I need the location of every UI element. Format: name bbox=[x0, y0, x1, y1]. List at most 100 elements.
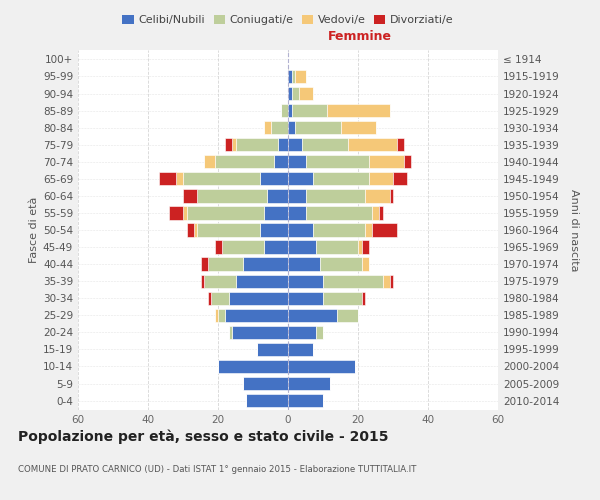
Bar bbox=[288, 360, 355, 373]
Bar bbox=[379, 206, 383, 220]
Bar bbox=[361, 240, 368, 254]
Bar bbox=[372, 206, 379, 220]
Bar bbox=[288, 258, 320, 271]
Bar bbox=[218, 308, 225, 322]
Bar bbox=[288, 87, 292, 100]
Bar bbox=[288, 138, 302, 151]
Bar bbox=[288, 104, 292, 117]
Bar bbox=[288, 172, 313, 186]
Bar bbox=[197, 189, 267, 202]
Bar bbox=[257, 343, 288, 356]
Bar bbox=[200, 258, 208, 271]
Bar bbox=[368, 172, 393, 186]
Bar bbox=[183, 206, 187, 220]
Bar bbox=[218, 360, 288, 373]
Bar bbox=[169, 206, 183, 220]
Bar bbox=[313, 172, 368, 186]
Bar bbox=[397, 138, 404, 151]
Bar bbox=[365, 224, 372, 236]
Bar bbox=[292, 104, 326, 117]
Bar bbox=[326, 104, 389, 117]
Bar bbox=[235, 138, 277, 151]
Bar bbox=[368, 155, 404, 168]
Bar bbox=[288, 308, 337, 322]
Bar bbox=[316, 326, 323, 339]
Bar bbox=[263, 240, 288, 254]
Bar bbox=[288, 377, 330, 390]
Bar bbox=[389, 274, 393, 288]
Text: Popolazione per età, sesso e stato civile - 2015: Popolazione per età, sesso e stato civil… bbox=[18, 430, 389, 444]
Bar bbox=[372, 224, 397, 236]
Bar bbox=[347, 138, 397, 151]
Bar bbox=[225, 138, 232, 151]
Bar bbox=[200, 274, 204, 288]
Bar bbox=[358, 240, 361, 254]
Bar bbox=[320, 258, 361, 271]
Bar bbox=[263, 206, 288, 220]
Bar bbox=[313, 224, 365, 236]
Bar bbox=[393, 172, 407, 186]
Legend: Celibi/Nubili, Coniugati/e, Vedovi/e, Divorziati/e: Celibi/Nubili, Coniugati/e, Vedovi/e, Di… bbox=[118, 10, 458, 30]
Y-axis label: Anni di nascita: Anni di nascita bbox=[569, 188, 579, 271]
Bar bbox=[337, 308, 358, 322]
Bar bbox=[221, 240, 263, 254]
Text: COMUNE DI PRATO CARNICO (UD) - Dati ISTAT 1° gennaio 2015 - Elaborazione TUTTITA: COMUNE DI PRATO CARNICO (UD) - Dati ISTA… bbox=[18, 465, 416, 474]
Bar bbox=[288, 121, 295, 134]
Bar bbox=[187, 206, 263, 220]
Bar bbox=[208, 258, 242, 271]
Bar bbox=[288, 206, 305, 220]
Bar bbox=[274, 155, 288, 168]
Bar bbox=[288, 326, 316, 339]
Bar bbox=[292, 87, 299, 100]
Bar bbox=[361, 258, 368, 271]
Bar bbox=[246, 394, 288, 407]
Bar bbox=[187, 224, 193, 236]
Bar bbox=[316, 240, 358, 254]
Bar bbox=[229, 326, 232, 339]
Bar bbox=[215, 240, 221, 254]
Y-axis label: Fasce di età: Fasce di età bbox=[29, 197, 39, 263]
Bar bbox=[229, 292, 288, 305]
Bar bbox=[305, 189, 365, 202]
Bar bbox=[288, 274, 323, 288]
Bar bbox=[277, 138, 288, 151]
Bar bbox=[288, 189, 305, 202]
Bar bbox=[288, 343, 313, 356]
Bar bbox=[341, 121, 376, 134]
Bar bbox=[235, 274, 288, 288]
Bar bbox=[204, 155, 215, 168]
Bar bbox=[215, 155, 274, 168]
Bar bbox=[193, 224, 197, 236]
Bar bbox=[271, 121, 288, 134]
Bar bbox=[158, 172, 176, 186]
Bar bbox=[288, 224, 313, 236]
Bar bbox=[204, 274, 235, 288]
Bar bbox=[299, 87, 313, 100]
Bar bbox=[215, 308, 218, 322]
Bar bbox=[242, 258, 288, 271]
Bar bbox=[197, 224, 260, 236]
Bar bbox=[295, 70, 305, 83]
Bar bbox=[383, 274, 389, 288]
Bar bbox=[288, 70, 292, 83]
Bar bbox=[292, 70, 295, 83]
Bar bbox=[211, 292, 229, 305]
Bar bbox=[232, 326, 288, 339]
Bar bbox=[302, 138, 347, 151]
Bar bbox=[305, 206, 372, 220]
Bar bbox=[288, 394, 323, 407]
Bar bbox=[365, 189, 389, 202]
Bar bbox=[295, 121, 341, 134]
Bar bbox=[208, 292, 211, 305]
Bar bbox=[260, 172, 288, 186]
Bar bbox=[281, 104, 288, 117]
Bar bbox=[288, 155, 305, 168]
Bar bbox=[288, 292, 323, 305]
Bar bbox=[389, 189, 393, 202]
Bar bbox=[183, 172, 260, 186]
Bar bbox=[305, 155, 368, 168]
Bar bbox=[404, 155, 410, 168]
Text: Femmine: Femmine bbox=[328, 30, 391, 43]
Bar bbox=[263, 121, 271, 134]
Bar bbox=[242, 377, 288, 390]
